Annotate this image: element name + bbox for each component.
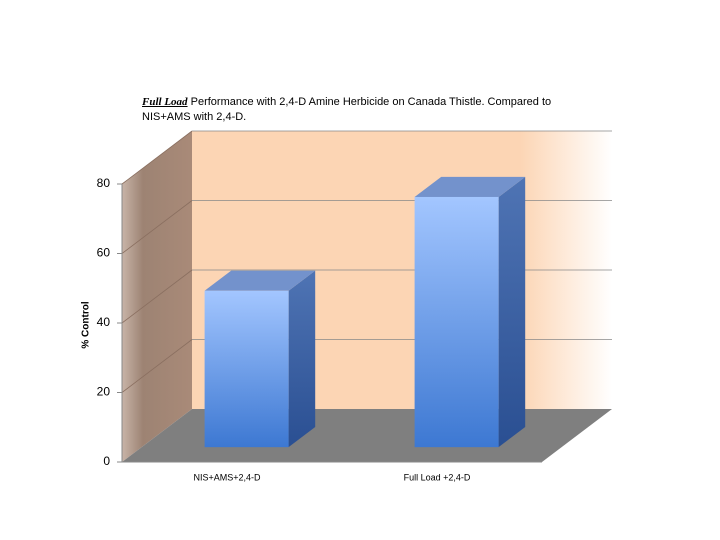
- bar: [414, 176, 526, 448]
- y-tick-label: 40: [97, 315, 111, 329]
- chart-title: Full Load Performance with 2,4-D Amine H…: [142, 95, 592, 125]
- x-tick-label: NIS+AMS+2,4-D: [193, 472, 261, 482]
- y-axis-title: % Control: [81, 301, 92, 348]
- bar: [204, 270, 316, 448]
- grid-line: [121, 269, 193, 324]
- bar-front: [414, 196, 499, 448]
- grid-line: [121, 130, 193, 185]
- plot-area: [117, 130, 612, 463]
- grid-line: [121, 200, 193, 254]
- y-tick-label: 0: [103, 454, 110, 468]
- bar-front: [204, 290, 289, 448]
- floor: [122, 409, 612, 462]
- grid-line: [121, 339, 193, 393]
- bar-top: [414, 176, 526, 197]
- bar-side: [288, 270, 316, 448]
- y-tick-label: 80: [97, 176, 111, 190]
- bar-top: [204, 270, 316, 291]
- title-brand: Full Load: [142, 96, 188, 108]
- bar-side: [498, 176, 526, 448]
- y-tick-label: 20: [97, 385, 111, 399]
- title-text: Performance with 2,4-D Amine Herbicide o…: [142, 96, 552, 123]
- y-tick-label: 60: [97, 246, 111, 260]
- x-tick-label: Full Load +2,4-D: [404, 472, 471, 482]
